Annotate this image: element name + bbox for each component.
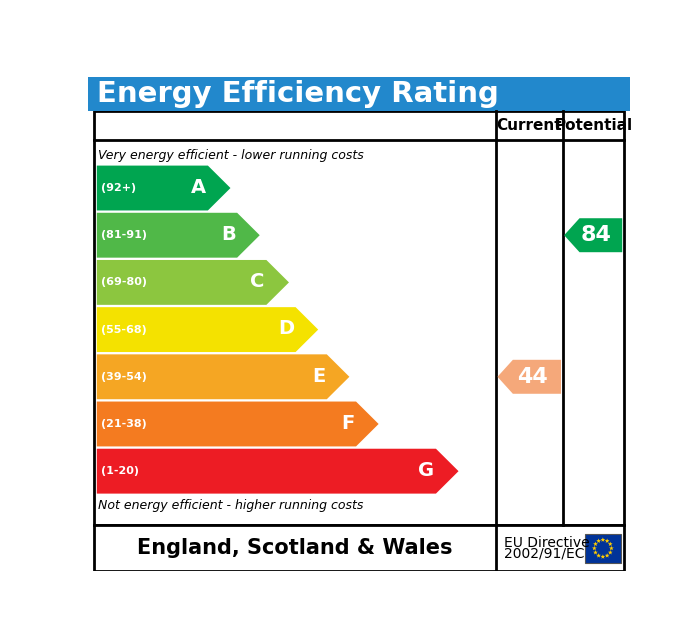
Text: C: C [251,272,265,291]
Polygon shape [97,354,349,399]
Text: Potential: Potential [554,118,632,133]
Polygon shape [564,218,622,252]
Text: (21-38): (21-38) [101,419,146,429]
Polygon shape [608,550,612,555]
Text: 2002/91/EC: 2002/91/EC [504,547,584,560]
Text: (92+): (92+) [101,183,136,193]
Polygon shape [601,554,606,559]
Polygon shape [605,539,610,543]
Polygon shape [608,542,612,546]
Text: Not energy efficient - higher running costs: Not energy efficient - higher running co… [98,499,364,512]
Text: Very energy efficient - lower running costs: Very energy efficient - lower running co… [98,150,364,162]
Text: A: A [191,178,206,196]
Polygon shape [596,539,601,543]
Text: Energy Efficiency Rating: Energy Efficiency Rating [97,80,498,108]
Polygon shape [601,537,606,542]
Polygon shape [596,553,601,558]
Polygon shape [593,550,598,555]
Text: G: G [419,461,435,480]
Polygon shape [605,553,610,558]
Polygon shape [609,546,614,550]
Text: (39-54): (39-54) [101,372,146,382]
Polygon shape [97,449,459,494]
Bar [94,111,624,525]
Bar [585,534,621,563]
Text: Current: Current [496,118,562,133]
Polygon shape [97,260,289,305]
Polygon shape [97,166,230,211]
Text: F: F [341,413,354,433]
Polygon shape [593,542,598,546]
Polygon shape [592,546,596,550]
Text: (81-91): (81-91) [101,230,147,240]
Text: 84: 84 [581,225,612,245]
Polygon shape [97,401,379,446]
Text: E: E [312,367,326,385]
Polygon shape [498,360,561,394]
Text: 44: 44 [517,367,547,386]
Text: England, Scotland & Wales: England, Scotland & Wales [137,538,453,559]
Bar [94,525,624,571]
Polygon shape [97,307,318,352]
Bar [88,77,630,111]
Text: (55-68): (55-68) [101,325,146,334]
Text: B: B [220,225,236,244]
Polygon shape [97,213,260,257]
Text: (69-80): (69-80) [101,277,147,288]
Text: EU Directive: EU Directive [504,536,589,550]
Text: D: D [278,319,294,338]
Text: (1-20): (1-20) [101,466,139,476]
